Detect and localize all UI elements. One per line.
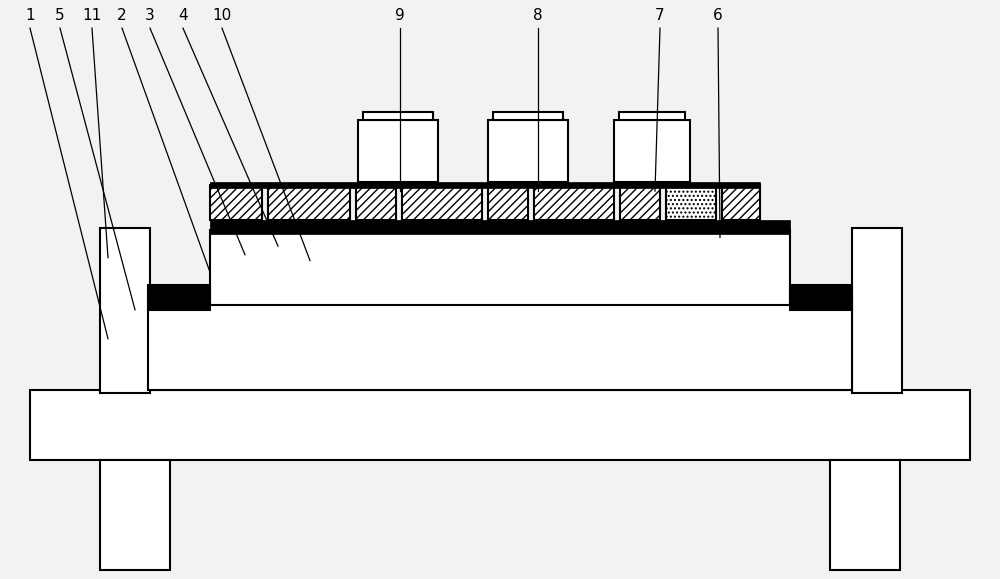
Bar <box>619 112 685 120</box>
Bar <box>614 120 690 182</box>
Bar <box>488 120 568 182</box>
Bar <box>722 185 760 220</box>
Bar <box>488 185 528 220</box>
Bar <box>100 460 170 570</box>
Text: 5: 5 <box>55 8 65 23</box>
Bar <box>402 185 482 220</box>
Bar <box>210 185 262 220</box>
Text: 7: 7 <box>655 8 665 23</box>
Bar <box>148 285 210 310</box>
Bar <box>620 185 660 220</box>
Bar <box>363 112 433 120</box>
Bar <box>358 120 438 182</box>
Bar <box>356 185 396 220</box>
Text: 4: 4 <box>178 8 188 23</box>
Text: 6: 6 <box>713 8 723 23</box>
Text: 3: 3 <box>145 8 155 23</box>
Text: 10: 10 <box>212 8 232 23</box>
Bar <box>830 460 900 570</box>
Bar <box>534 185 614 220</box>
Text: 9: 9 <box>395 8 405 23</box>
Bar <box>210 220 790 234</box>
Bar <box>493 112 563 120</box>
Bar <box>210 230 790 305</box>
Text: 2: 2 <box>117 8 127 23</box>
Text: 11: 11 <box>82 8 102 23</box>
Bar <box>268 185 350 220</box>
Bar <box>790 285 852 310</box>
Bar <box>100 228 150 393</box>
Text: 8: 8 <box>533 8 543 23</box>
Bar <box>148 300 852 390</box>
Text: 1: 1 <box>25 8 35 23</box>
Bar <box>210 182 760 188</box>
Bar <box>852 228 902 393</box>
Bar <box>666 185 716 220</box>
Bar <box>30 390 970 460</box>
